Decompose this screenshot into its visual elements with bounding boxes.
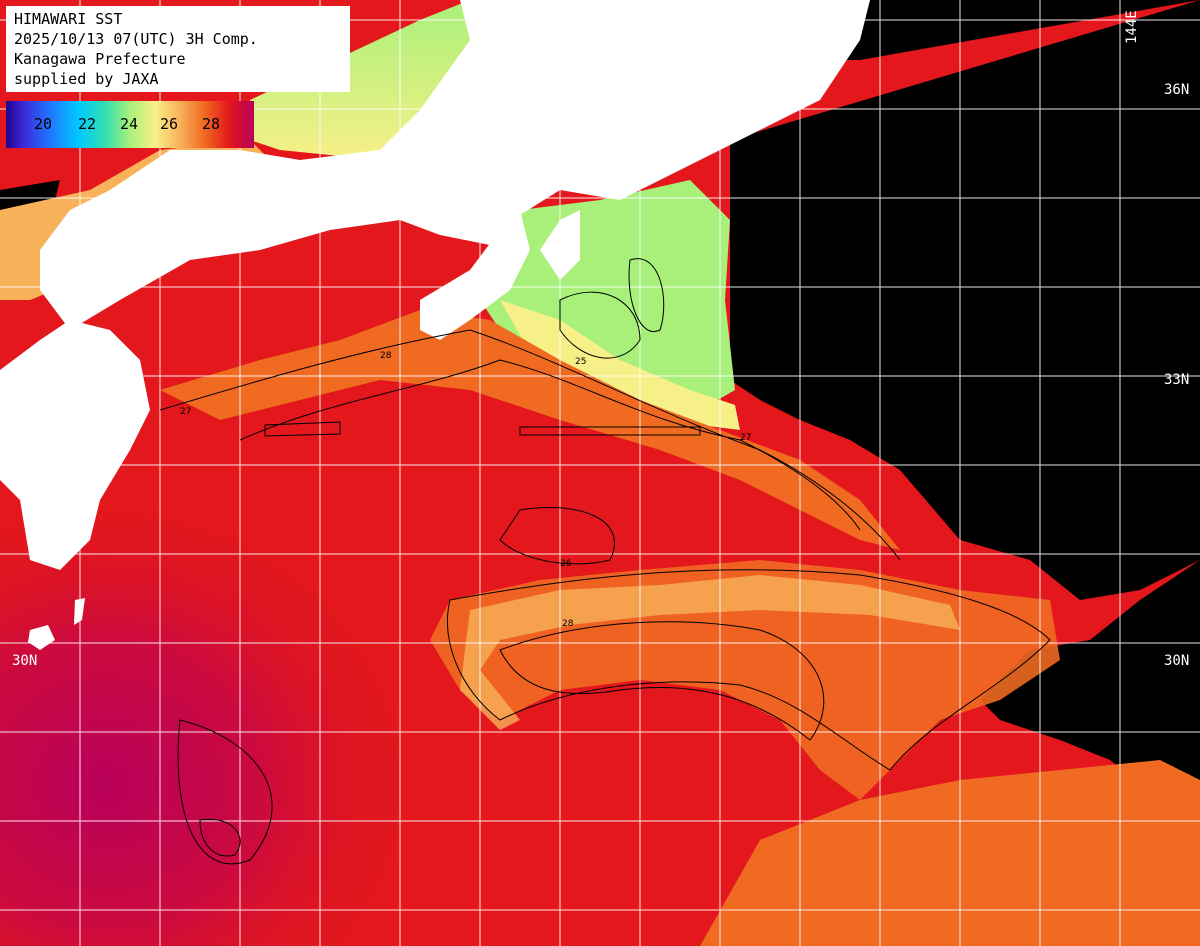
info-prefecture: Kanagawa Prefecture (14, 50, 186, 68)
land-island-1 (28, 625, 55, 650)
legend-tick-22: 22 (78, 115, 97, 133)
contour-label-28: 28 (380, 351, 392, 361)
contour-27-north (159, 329, 901, 561)
contour-label-27: 27 (180, 407, 191, 417)
info-title: HIMAWARI SST (14, 10, 123, 28)
legend-tick-20: 20 (34, 115, 53, 133)
land-kyushu (0, 320, 150, 570)
info-datetime: 2025/10/13 07(UTC) 3H Comp. (14, 30, 258, 48)
contour-28-southwest (177, 719, 273, 865)
lat-label-30n-right: 30N (1164, 653, 1190, 669)
legend-tick-26: 26 (160, 115, 179, 133)
contour-27-tongue (446, 569, 1051, 771)
legend-tick-24: 24 (120, 115, 139, 133)
land (0, 0, 870, 650)
land-island-3 (472, 150, 500, 195)
sst-southeast-orange (700, 760, 1200, 946)
contour-label-27b: 27 (740, 433, 751, 443)
lat-label-36n: 36N (1164, 82, 1190, 98)
land-kii (420, 210, 530, 340)
contour-28-tongue (499, 621, 825, 741)
contour-29-streak (519, 426, 701, 436)
contour-label-25: 25 (575, 357, 586, 367)
lat-label-30n-left: 30N (12, 653, 38, 669)
contour-25-boso (559, 291, 641, 359)
sst-26-filament (460, 575, 960, 730)
contour-26-boso (628, 258, 665, 333)
contour-29-pool (199, 818, 241, 857)
contour-value-labels: 28 27 25 26 28 27 (180, 351, 751, 629)
info-supplier: supplied by JAXA (14, 70, 159, 88)
temperature-legend: 20 22 24 26 28 (6, 101, 254, 148)
contour-label-28b: 28 (562, 619, 574, 629)
contour-29-streak-west (264, 421, 341, 437)
lon-label-144e: 144E (1124, 10, 1140, 44)
contour-label-26: 26 (560, 559, 572, 569)
land-honshu (40, 0, 870, 330)
contour-lines (159, 258, 1051, 865)
legend-tick-28: 28 (202, 115, 221, 133)
lat-label-33n: 33N (1164, 372, 1190, 388)
no-data-east (730, 0, 1200, 600)
info-box: HIMAWARI SST 2025/10/13 07(UTC) 3H Comp.… (6, 6, 350, 92)
contour-28-north (239, 359, 861, 531)
no-data-southeast (980, 560, 1200, 800)
contour-26-east (499, 506, 615, 565)
